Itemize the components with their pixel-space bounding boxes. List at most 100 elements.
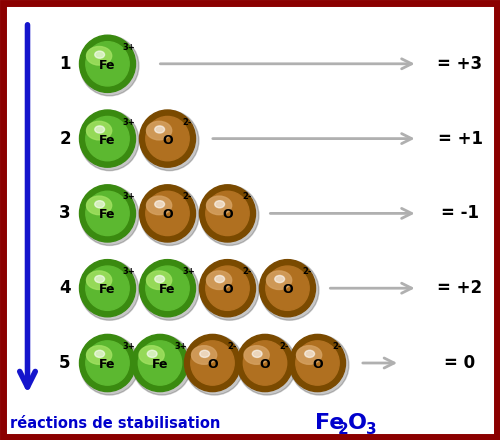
Text: Fe: Fe: [315, 413, 344, 433]
Ellipse shape: [244, 346, 269, 364]
Ellipse shape: [146, 271, 172, 290]
Ellipse shape: [146, 191, 189, 235]
Text: 3+: 3+: [122, 342, 135, 351]
Ellipse shape: [80, 185, 139, 246]
Text: = +1: = +1: [438, 130, 482, 147]
Ellipse shape: [140, 260, 199, 320]
Ellipse shape: [140, 185, 199, 246]
Ellipse shape: [155, 126, 164, 133]
Ellipse shape: [266, 271, 291, 290]
Ellipse shape: [252, 350, 262, 357]
Ellipse shape: [80, 260, 139, 320]
Ellipse shape: [200, 185, 256, 242]
Ellipse shape: [95, 126, 104, 133]
Ellipse shape: [206, 196, 232, 215]
Ellipse shape: [86, 117, 129, 161]
Text: 2: 2: [59, 130, 71, 147]
Ellipse shape: [146, 196, 172, 215]
Ellipse shape: [148, 350, 157, 357]
Ellipse shape: [146, 117, 189, 161]
Text: = 0: = 0: [444, 354, 476, 372]
Ellipse shape: [86, 47, 112, 65]
Ellipse shape: [80, 110, 136, 167]
Text: 3+: 3+: [122, 117, 135, 127]
Ellipse shape: [238, 335, 296, 395]
Ellipse shape: [244, 341, 286, 385]
Text: 2-: 2-: [302, 267, 312, 276]
Ellipse shape: [155, 201, 164, 208]
Ellipse shape: [95, 201, 104, 208]
Ellipse shape: [296, 346, 322, 364]
Ellipse shape: [95, 51, 104, 58]
Ellipse shape: [86, 42, 129, 86]
Ellipse shape: [200, 260, 259, 320]
Text: 2-: 2-: [332, 342, 342, 351]
Text: Fe: Fe: [99, 283, 116, 296]
Ellipse shape: [206, 271, 232, 290]
Ellipse shape: [200, 185, 259, 246]
Ellipse shape: [132, 335, 192, 395]
Ellipse shape: [86, 191, 129, 235]
Text: = +3: = +3: [438, 55, 482, 73]
Text: 5: 5: [60, 354, 71, 372]
Ellipse shape: [86, 196, 112, 215]
Text: O: O: [348, 413, 367, 433]
Ellipse shape: [80, 185, 136, 242]
Ellipse shape: [200, 350, 209, 357]
Ellipse shape: [200, 260, 256, 317]
Ellipse shape: [260, 260, 316, 317]
Ellipse shape: [237, 334, 293, 392]
Ellipse shape: [290, 335, 349, 395]
Ellipse shape: [139, 346, 164, 364]
Text: Fe: Fe: [159, 283, 176, 296]
Ellipse shape: [305, 350, 314, 357]
Text: Fe: Fe: [152, 358, 168, 371]
Text: réactions de stabilisation: réactions de stabilisation: [10, 416, 220, 431]
Text: Fe: Fe: [99, 208, 116, 221]
Ellipse shape: [191, 341, 234, 385]
Text: 2-: 2-: [182, 192, 192, 202]
Ellipse shape: [80, 334, 136, 392]
Text: O: O: [222, 283, 233, 296]
Text: 2-: 2-: [280, 342, 289, 351]
Ellipse shape: [95, 275, 104, 282]
Ellipse shape: [184, 334, 240, 392]
Ellipse shape: [192, 346, 216, 364]
Ellipse shape: [266, 266, 309, 310]
Ellipse shape: [140, 110, 199, 171]
Text: 3: 3: [59, 205, 71, 222]
Ellipse shape: [155, 275, 164, 282]
Text: Fe: Fe: [99, 133, 116, 147]
Ellipse shape: [86, 271, 112, 290]
Ellipse shape: [140, 185, 196, 242]
Ellipse shape: [146, 121, 172, 140]
Text: 2-: 2-: [242, 192, 252, 202]
Ellipse shape: [140, 110, 196, 167]
Ellipse shape: [146, 266, 189, 310]
Text: O: O: [312, 358, 323, 371]
Ellipse shape: [138, 341, 182, 385]
Text: 3+: 3+: [122, 43, 135, 52]
Text: O: O: [162, 208, 173, 221]
Text: 2-: 2-: [242, 267, 252, 276]
Ellipse shape: [206, 191, 249, 235]
Ellipse shape: [86, 266, 129, 310]
Ellipse shape: [86, 346, 112, 364]
Ellipse shape: [185, 335, 244, 395]
Ellipse shape: [215, 275, 224, 282]
Ellipse shape: [80, 335, 139, 395]
Ellipse shape: [215, 201, 224, 208]
Text: 3: 3: [366, 422, 376, 437]
Ellipse shape: [260, 260, 319, 320]
Text: O: O: [222, 208, 233, 221]
Ellipse shape: [80, 36, 139, 96]
Text: Fe: Fe: [99, 59, 116, 72]
Text: 3+: 3+: [182, 267, 195, 276]
Text: 4: 4: [59, 279, 71, 297]
Text: 3+: 3+: [174, 342, 188, 351]
Ellipse shape: [86, 341, 129, 385]
Text: O: O: [260, 358, 270, 371]
Text: 1: 1: [60, 55, 71, 73]
Text: 3+: 3+: [122, 267, 135, 276]
Text: 2-: 2-: [227, 342, 236, 351]
